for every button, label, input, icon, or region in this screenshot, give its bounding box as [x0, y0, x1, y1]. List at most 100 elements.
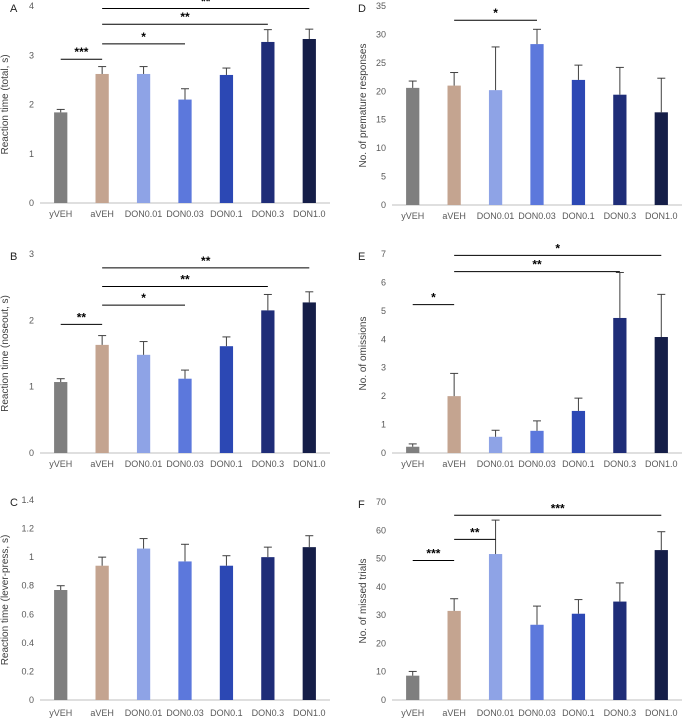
bar-don0-01 — [488, 90, 503, 205]
bar-don1-0 — [654, 337, 668, 453]
y-tick-label: 30 — [376, 610, 386, 620]
bar-don1-0 — [302, 302, 316, 453]
bar-don1-0 — [654, 112, 668, 205]
x-tick-label: yVEH — [401, 211, 424, 221]
y-tick-label: 7 — [381, 249, 386, 259]
panel-label: F — [358, 499, 365, 511]
panel-d: D 0 5 10 15 20 25 30 35 No. of premature response… — [358, 1, 682, 221]
x-tick-label: DON1.0 — [293, 708, 326, 718]
y-tick-label: 10 — [376, 667, 386, 677]
y-tick-label: 2 — [381, 391, 386, 401]
y-tick-label: 1 — [29, 552, 34, 562]
bar-don1-0 — [302, 547, 316, 700]
y-tick-label: 3 — [381, 363, 386, 373]
y-tick-label: 25 — [376, 58, 386, 68]
x-tick-label: DON0.1 — [562, 459, 595, 469]
bar-don0-3 — [613, 601, 627, 700]
x-tick-label: DON0.01 — [477, 211, 515, 221]
x-tick-label: DON0.3 — [252, 708, 285, 718]
bar-don0-3 — [613, 317, 627, 453]
significance-label: * — [141, 291, 146, 305]
panel-b: B 0 1 2 3 Reaction time (noseout, s) yVEH aVEH D… — [0, 249, 330, 469]
y-tick-label: 0.4 — [21, 638, 34, 648]
bar-aveh — [447, 610, 461, 700]
y-tick-label: 0 — [381, 448, 386, 458]
panel-c: C 0 0.2 0.4 0.6 0.8 1 1.2 1.4 Reaction time (leve… — [0, 495, 330, 718]
x-tick-label: yVEH — [49, 459, 72, 469]
bar-don0-01 — [488, 554, 503, 700]
bar-don0-3 — [261, 41, 275, 203]
y-tick-label: 20 — [376, 86, 386, 96]
panel-label: E — [358, 251, 365, 263]
bar-aveh — [95, 565, 109, 700]
x-tick-label: DON0.3 — [604, 708, 637, 718]
x-tick-label: yVEH — [401, 708, 424, 718]
panel-label: D — [358, 3, 366, 15]
y-tick-label: 5 — [381, 306, 386, 316]
bar-don0-03 — [530, 430, 544, 453]
x-tick-label: yVEH — [49, 209, 72, 219]
x-tick-label: DON0.1 — [210, 209, 243, 219]
x-tick-label: DON1.0 — [293, 209, 326, 219]
significance-label: ** — [180, 10, 190, 24]
bar-don0-1 — [571, 613, 586, 700]
bar-yveh — [406, 446, 420, 453]
bar-don1-0 — [302, 38, 316, 204]
x-tick-label: DON1.0 — [645, 459, 678, 469]
bar-yveh — [54, 382, 68, 453]
y-tick-label: 6 — [381, 277, 386, 287]
bar-don0-01 — [488, 436, 503, 453]
bar-don0-01 — [136, 548, 151, 700]
x-tick-label: DON0.3 — [252, 209, 285, 219]
bar-don0-01 — [136, 73, 151, 203]
y-tick-label: 30 — [376, 29, 386, 39]
bar-don0-03 — [530, 44, 544, 205]
x-tick-label: aVEH — [90, 708, 114, 718]
y-tick-label: 4 — [381, 334, 386, 344]
y-tick-label: 0 — [381, 695, 386, 705]
y-tick-label: 15 — [376, 115, 386, 125]
y-tick-label: 2 — [29, 315, 34, 325]
bar-yveh — [406, 675, 420, 700]
x-tick-label: DON0.03 — [166, 708, 204, 718]
bar-yveh — [54, 590, 68, 700]
y-axis-label: Reaction time (noseout, s) — [0, 295, 11, 412]
panel-a: A 0 1 2 3 4 Reaction time (total, s) yVEH aVEH DO… — [0, 0, 330, 219]
x-tick-label: yVEH — [401, 459, 424, 469]
x-tick-label: DON0.03 — [518, 211, 556, 221]
y-axis-label: No. of premature responses — [358, 44, 369, 168]
significance-label: * — [555, 241, 560, 255]
y-tick-label: 1 — [381, 420, 386, 430]
x-tick-label: DON0.03 — [166, 459, 204, 469]
bar-don0-03 — [178, 99, 192, 203]
bar-don0-03 — [178, 561, 192, 700]
y-tick-label: 40 — [376, 582, 386, 592]
bar-yveh — [54, 112, 68, 203]
bar-aveh — [95, 344, 109, 453]
x-tick-label: aVEH — [442, 459, 466, 469]
panel-label: A — [10, 3, 18, 15]
significance-label: ** — [77, 310, 87, 324]
y-tick-label: 0.6 — [21, 609, 34, 619]
panel-label: C — [10, 497, 18, 509]
x-tick-label: yVEH — [49, 708, 72, 718]
x-tick-label: DON1.0 — [645, 211, 678, 221]
x-tick-label: DON1.0 — [645, 708, 678, 718]
bar-aveh — [447, 396, 461, 453]
significance-label: * — [431, 291, 436, 305]
bar-yveh — [406, 87, 420, 205]
x-tick-label: DON0.03 — [518, 459, 556, 469]
y-tick-label: 2 — [29, 100, 34, 110]
x-tick-label: DON0.01 — [125, 708, 163, 718]
y-axis-label: Reaction time (lever-press, s) — [0, 535, 11, 666]
x-tick-label: DON0.01 — [477, 708, 515, 718]
bar-aveh — [447, 85, 461, 205]
y-tick-label: 60 — [376, 525, 386, 535]
y-tick-label: 4 — [29, 1, 34, 11]
y-tick-label: 0 — [381, 200, 386, 210]
bar-don0-1 — [219, 565, 234, 700]
y-tick-label: 1 — [29, 382, 34, 392]
x-tick-label: aVEH — [90, 209, 114, 219]
significance-label: ** — [201, 254, 211, 268]
